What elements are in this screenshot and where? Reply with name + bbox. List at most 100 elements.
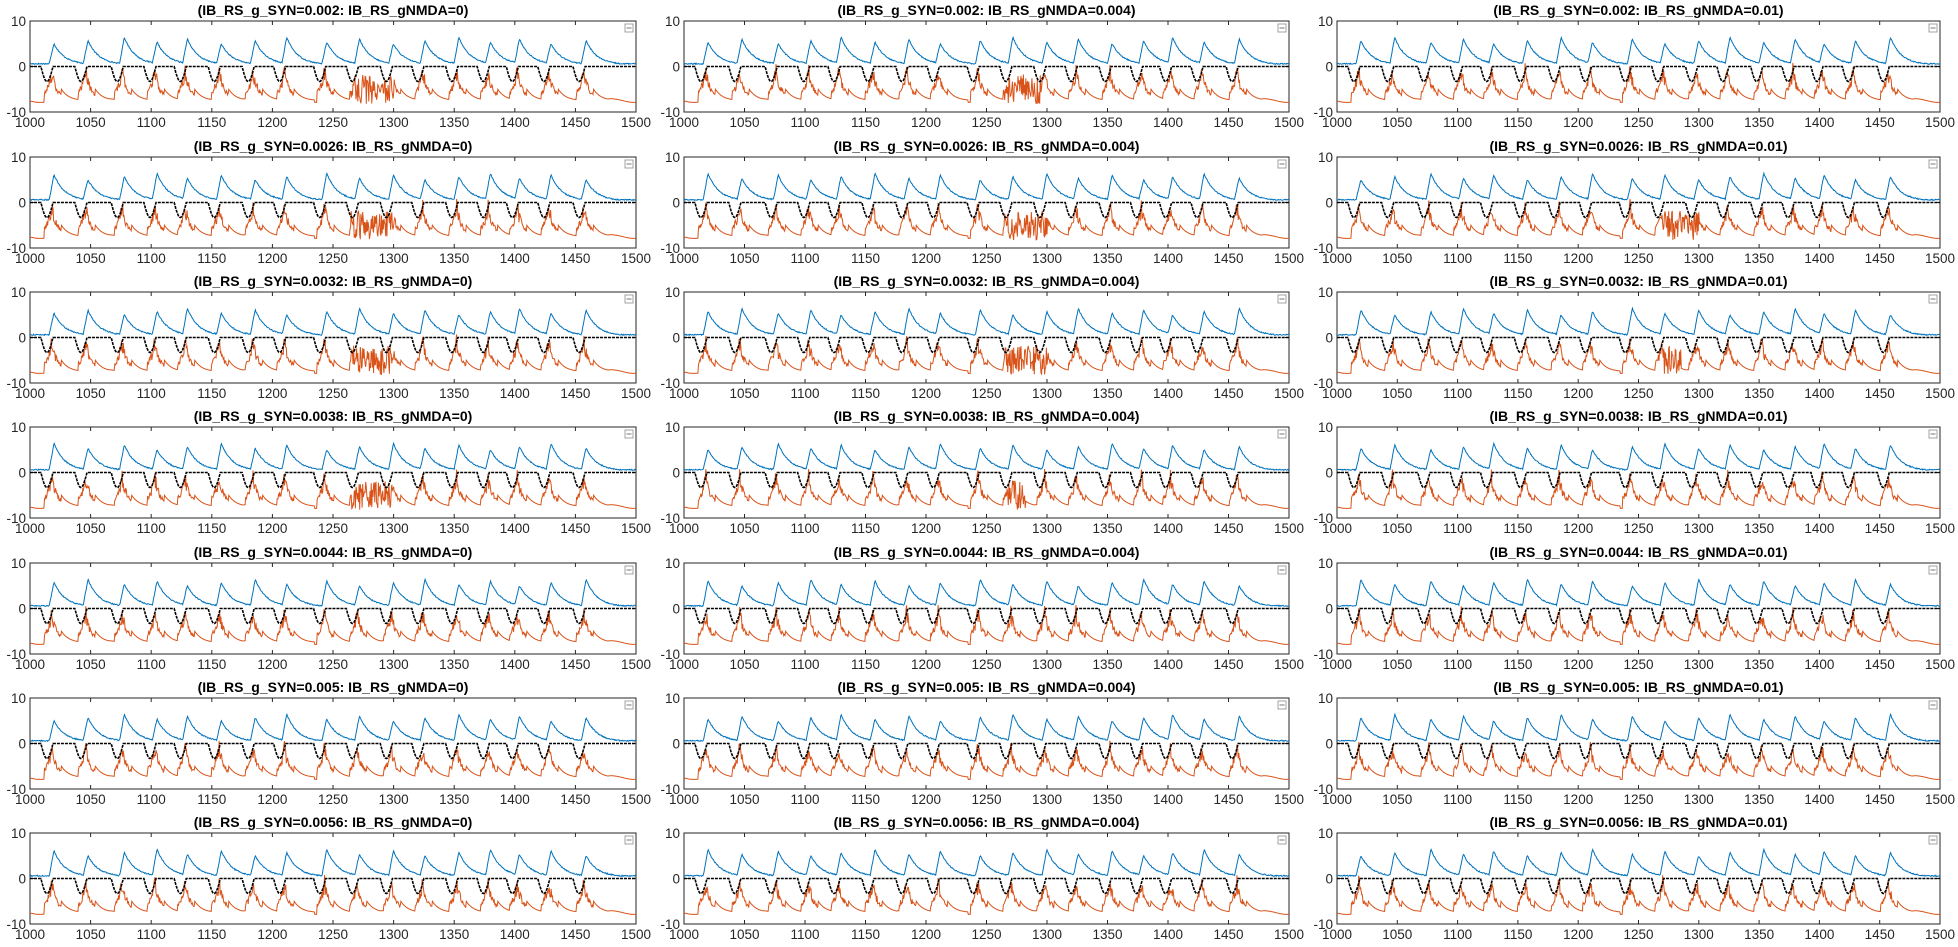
x-tick-label: 1250 [318, 521, 348, 536]
black-trace [684, 877, 1289, 895]
panel-0-0: (IB_RS_g_SYN=0.002: IB_RS_gNMDA=0) 1000 10… [6, 2, 651, 130]
x-tick-label: 1100 [1443, 657, 1472, 672]
x-tick-label: 1050 [729, 927, 759, 942]
x-tick-label: 1400 [500, 657, 530, 672]
x-tick-label: 1050 [76, 115, 106, 130]
y-tick-label: 10 [1318, 420, 1333, 435]
black-trace [30, 471, 636, 489]
x-tick-label: 1000 [1322, 251, 1352, 266]
x-tick-label: 1100 [1443, 386, 1472, 401]
x-tick-label: 1250 [318, 251, 348, 266]
x-tick-label: 1250 [971, 521, 1001, 536]
y-tick-label: -10 [1313, 105, 1333, 120]
panel-title: (IB_RS_g_SYN=0.005: IB_RS_gNMDA=0.004) [837, 679, 1135, 695]
x-tick-label: 1050 [1382, 251, 1412, 266]
orange-trace [30, 65, 636, 104]
x-tick-label: 1450 [1865, 657, 1895, 672]
x-tick-label: 1400 [500, 792, 530, 807]
x-tick-label: 1050 [729, 792, 759, 807]
x-tick-label: 1200 [911, 386, 941, 401]
y-tick-label: 0 [672, 602, 680, 617]
panel-title: (IB_RS_g_SYN=0.0038: IB_RS_gNMDA=0.004) [834, 408, 1140, 424]
traces [684, 307, 1289, 376]
x-tick-label: 1000 [669, 657, 699, 672]
traces [684, 35, 1289, 105]
x-tick-label: 1250 [318, 115, 348, 130]
y-tick-label: -10 [1313, 647, 1333, 662]
x-tick-label: 1450 [1213, 521, 1243, 536]
x-tick-label: 1250 [971, 792, 1001, 807]
x-tick-label: 1250 [971, 927, 1001, 942]
x-tick-label: 1000 [15, 657, 45, 672]
x-tick-label: 1450 [1213, 251, 1243, 266]
x-tick-label: 1250 [971, 251, 1001, 266]
traces [684, 848, 1289, 915]
x-tick-label: 1450 [560, 792, 590, 807]
x-tick-label: 1350 [1744, 521, 1774, 536]
orange-trace [30, 198, 636, 240]
x-tick-label: 1200 [257, 521, 287, 536]
blue-trace [30, 848, 636, 878]
x-tick-label: 1400 [500, 386, 530, 401]
x-tick-label: 1300 [1684, 115, 1714, 130]
x-tick-label: 1050 [76, 521, 106, 536]
axes-box [1336, 156, 1941, 249]
x-tick-label: 1400 [1804, 927, 1834, 942]
x-tick-label: 1350 [439, 657, 469, 672]
panel-title: (IB_RS_g_SYN=0.005: IB_RS_gNMDA=0) [198, 679, 469, 695]
x-tick-label: 1050 [729, 657, 759, 672]
x-tick-label: 1450 [1865, 927, 1895, 942]
y-tick-label: 0 [1325, 466, 1333, 481]
y-tick-label: -10 [6, 647, 26, 662]
x-tick-label: 1150 [1503, 657, 1532, 672]
traces [1337, 577, 1940, 645]
x-tick-label: 1450 [1213, 792, 1243, 807]
x-tick-label: 1100 [1443, 251, 1472, 266]
x-tick-label: 1500 [1925, 657, 1955, 672]
black-trace [1337, 65, 1940, 83]
y-tick-label: 0 [18, 872, 26, 887]
panel-title: (IB_RS_g_SYN=0.002: IB_RS_gNMDA=0) [198, 2, 469, 18]
y-tick-label: 10 [1318, 556, 1333, 571]
x-tick-label: 1500 [1925, 386, 1955, 401]
orange-trace [1337, 875, 1940, 915]
x-tick-label: 1500 [1274, 115, 1304, 130]
black-trace [1337, 201, 1940, 219]
blue-trace [1337, 577, 1940, 607]
x-tick-label: 1300 [379, 657, 409, 672]
x-tick-label: 1050 [1382, 115, 1412, 130]
x-tick-label: 1500 [621, 927, 651, 942]
x-tick-label: 1300 [379, 386, 409, 401]
y-tick-label: 0 [1325, 196, 1333, 211]
axes-box [1336, 20, 1941, 113]
x-tick-label: 1200 [257, 251, 287, 266]
y-tick-label: 10 [11, 691, 26, 706]
x-tick-label: 1000 [669, 251, 699, 266]
orange-trace [684, 740, 1289, 780]
blue-trace [30, 441, 636, 472]
x-tick-label: 1300 [379, 927, 409, 942]
y-tick-label: 10 [1318, 691, 1333, 706]
y-tick-label: 10 [665, 556, 680, 571]
x-tick-label: 1500 [1925, 792, 1955, 807]
blue-trace [684, 713, 1289, 742]
black-trace [30, 877, 636, 895]
x-tick-label: 1350 [1092, 251, 1122, 266]
panel-title: (IB_RS_g_SYN=0.005: IB_RS_gNMDA=0.01) [1493, 679, 1783, 695]
x-tick-label: 1200 [1563, 115, 1593, 130]
y-tick-label: -10 [660, 782, 680, 797]
y-tick-label: 10 [665, 285, 680, 300]
panel-4-2: (IB_RS_g_SYN=0.0044: IB_RS_gNMDA=0.01) 10… [1313, 544, 1955, 672]
x-tick-label: 1150 [851, 927, 880, 942]
x-tick-label: 1350 [439, 521, 469, 536]
panel-title: (IB_RS_g_SYN=0.0044: IB_RS_gNMDA=0.004) [834, 544, 1140, 560]
orange-trace [684, 200, 1289, 241]
y-tick-label: 0 [1325, 602, 1333, 617]
x-tick-label: 1250 [318, 927, 348, 942]
x-tick-label: 1500 [1274, 521, 1304, 536]
x-tick-label: 1400 [500, 521, 530, 536]
x-tick-label: 1500 [1274, 927, 1304, 942]
y-tick-label: -10 [660, 917, 680, 932]
y-tick-label: 0 [1325, 331, 1333, 346]
